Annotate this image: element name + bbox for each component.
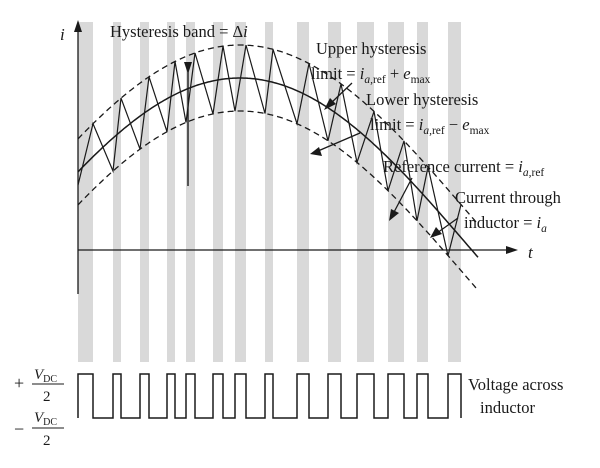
inductor-current-arrowhead	[430, 227, 442, 238]
inductor-current-arrow-line	[436, 217, 459, 234]
plus-vdc-numerator: VDC	[34, 367, 57, 385]
switching-band	[213, 22, 223, 362]
plus-sign: +	[14, 373, 24, 393]
upper-limit-label-line1: Upper hysteresis	[316, 39, 426, 58]
y-axis-arrow	[74, 20, 82, 32]
inductor-current-waveform	[77, 44, 462, 256]
upper-limit-arrow-line	[329, 82, 353, 105]
switching-band	[235, 22, 246, 362]
plus-vdc-denominator: 2	[43, 389, 51, 405]
inductor-current-label-line1: Current through	[455, 188, 562, 207]
switching-band	[186, 22, 195, 362]
upper-limit-arrowhead	[324, 98, 336, 110]
reference-current-arrow-line	[392, 177, 413, 215]
inductor-current-label-line2: inductor = ia	[464, 213, 547, 235]
inductor-voltage-waveform	[77, 373, 462, 419]
switching-band	[448, 22, 461, 362]
minus-vdc-numerator: VDC	[34, 410, 57, 428]
y-axis-label: i	[60, 25, 65, 44]
switching-band	[167, 22, 175, 362]
switching-band	[140, 22, 149, 362]
current-curves	[77, 44, 479, 291]
switching-band	[78, 22, 93, 362]
minus-sign: −	[14, 419, 24, 439]
voltage-section: + VDC 2 − VDC 2 Voltage across inductor	[14, 367, 563, 449]
switching-band	[328, 22, 341, 362]
switching-band	[113, 22, 121, 362]
hysteresis-band-label: Hysteresis band = Δi	[110, 22, 248, 41]
upper-hysteresis-limit-curve	[77, 44, 479, 225]
hysteresis-band-marker	[184, 62, 192, 186]
switching-band	[265, 22, 273, 362]
lower-limit-label-line1: Lower hysteresis	[366, 90, 478, 109]
reference-current-label: Reference current = ia,ref	[383, 157, 544, 179]
lower-limit-arrow-line	[317, 132, 361, 152]
band-marker-arrow	[184, 62, 192, 74]
upper-limit-label-line2: limit = ia,ref + emax	[311, 64, 431, 86]
lower-hysteresis-limit-curve	[77, 110, 479, 291]
minus-vdc-denominator: 2	[43, 433, 51, 449]
x-axis-arrow	[506, 246, 518, 254]
switching-band	[357, 22, 374, 362]
lower-limit-label-line2: limit = ia,ref − emax	[370, 115, 490, 137]
x-axis-label: t	[528, 243, 534, 262]
voltage-caption-line2: inductor	[480, 398, 535, 417]
switching-band	[388, 22, 404, 362]
axes: i t	[60, 20, 534, 294]
annotation-arrows	[310, 82, 459, 238]
voltage-caption-line1: Voltage across	[468, 375, 563, 394]
lower-limit-arrowhead	[310, 147, 322, 156]
reference-current-arrowhead	[389, 209, 399, 221]
